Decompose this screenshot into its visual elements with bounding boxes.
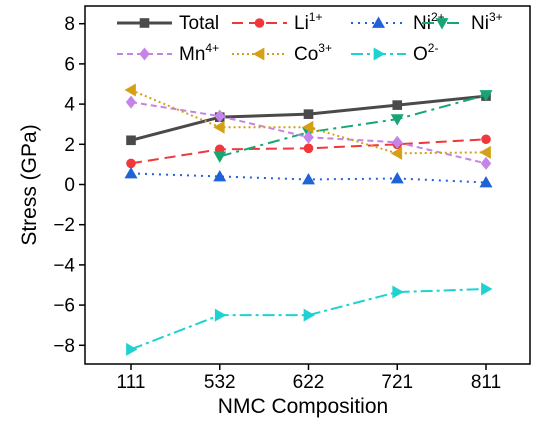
data-point-mn4 bbox=[480, 156, 492, 170]
series-line-o2 bbox=[130, 288, 487, 351]
data-point-total bbox=[303, 109, 314, 119]
data-point-ni3 bbox=[479, 90, 493, 102]
data-point-mn4 bbox=[125, 95, 137, 109]
y-tick-label: 8 bbox=[64, 14, 75, 35]
x-tick-label: 111 bbox=[117, 372, 146, 393]
legend-marker-ni3 bbox=[435, 18, 449, 30]
data-point-ni2 bbox=[302, 172, 315, 185]
series-co3 bbox=[124, 83, 491, 160]
data-point-li1 bbox=[126, 158, 136, 169]
legend-label-total: Total bbox=[179, 13, 219, 34]
y-axis-title: Stress (GPa) bbox=[18, 124, 41, 245]
data-point-li1 bbox=[481, 134, 491, 145]
series-line-ni2 bbox=[130, 172, 487, 184]
x-axis-title: NMC Composition bbox=[218, 395, 388, 418]
legend-marker-li1 bbox=[254, 18, 265, 28]
data-point-li1 bbox=[303, 143, 314, 154]
data-point-co3 bbox=[213, 120, 225, 134]
data-point-co3 bbox=[124, 83, 136, 97]
data-point-ni3 bbox=[390, 114, 404, 126]
data-point-ni2 bbox=[390, 171, 404, 184]
y-tick-label: −8 bbox=[53, 336, 75, 357]
y-tick-label: 4 bbox=[64, 95, 75, 116]
legend-item-co3: Co3+ bbox=[232, 41, 332, 65]
legend-label-co3: Co3+ bbox=[294, 41, 332, 65]
x-tick-label: 811 bbox=[471, 372, 501, 393]
legend-marker-mn4 bbox=[139, 47, 150, 61]
y-tick-label: −6 bbox=[53, 296, 75, 317]
data-point-ni2 bbox=[479, 175, 493, 188]
legend-item-mn4: Mn4+ bbox=[117, 41, 219, 65]
axes: −8 −6 −4 −2 0 2 4 6 8 111 532 622 721 811 bbox=[53, 14, 501, 393]
data-point-o2 bbox=[303, 308, 315, 322]
data-point-o2 bbox=[481, 282, 493, 296]
series-ni3 bbox=[213, 90, 493, 163]
series-ni2 bbox=[124, 166, 493, 188]
y-tick-label: 0 bbox=[64, 175, 75, 196]
y-tick-label: 2 bbox=[64, 135, 75, 156]
data-point-mn4 bbox=[214, 109, 225, 123]
legend-label-ni3: Ni3+ bbox=[471, 10, 503, 34]
legend-marker-ni2 bbox=[372, 16, 385, 28]
legend-item-o2: O2- bbox=[351, 41, 438, 65]
series-o2 bbox=[126, 282, 493, 356]
x-tick-label: 721 bbox=[381, 372, 413, 393]
data-point-mn4 bbox=[303, 130, 314, 144]
series-line-ni3 bbox=[219, 94, 487, 158]
data-point-mn4 bbox=[392, 135, 403, 149]
legend-marker-o2 bbox=[373, 47, 385, 61]
x-tick-label: 532 bbox=[204, 372, 236, 393]
data-point-o2 bbox=[392, 285, 404, 299]
data-point-ni2 bbox=[124, 166, 138, 179]
legend-label-li1: Li1+ bbox=[294, 10, 322, 34]
data-point-co3 bbox=[390, 146, 403, 160]
legend-item-ni3: Ni3+ bbox=[422, 10, 503, 34]
legend: Total Li1+ Ni2+ Ni3+Mn4+ Co3+ O2- bbox=[117, 10, 503, 65]
series-layer bbox=[124, 83, 493, 356]
data-point-o2 bbox=[126, 342, 138, 356]
data-point-o2 bbox=[214, 308, 227, 322]
data-point-ni2 bbox=[213, 169, 227, 182]
x-tick-label: 622 bbox=[293, 372, 325, 393]
data-point-co3 bbox=[479, 145, 491, 159]
y-tick-label: −2 bbox=[53, 215, 75, 236]
legend-item-total: Total bbox=[117, 13, 219, 34]
legend-label-mn4: Mn4+ bbox=[179, 41, 219, 65]
data-point-total bbox=[392, 100, 403, 110]
y-tick-label: −4 bbox=[53, 255, 75, 276]
y-tick-label: 6 bbox=[64, 54, 75, 75]
series-mn4 bbox=[125, 95, 492, 170]
data-point-total bbox=[126, 135, 136, 146]
legend-label-o2: O2- bbox=[413, 41, 438, 65]
legend-marker-total bbox=[139, 18, 150, 28]
data-point-co3 bbox=[302, 120, 314, 134]
legend-marker-co3 bbox=[253, 47, 265, 61]
legend-item-li1: Li1+ bbox=[232, 10, 322, 34]
data-point-ni3 bbox=[213, 151, 227, 163]
